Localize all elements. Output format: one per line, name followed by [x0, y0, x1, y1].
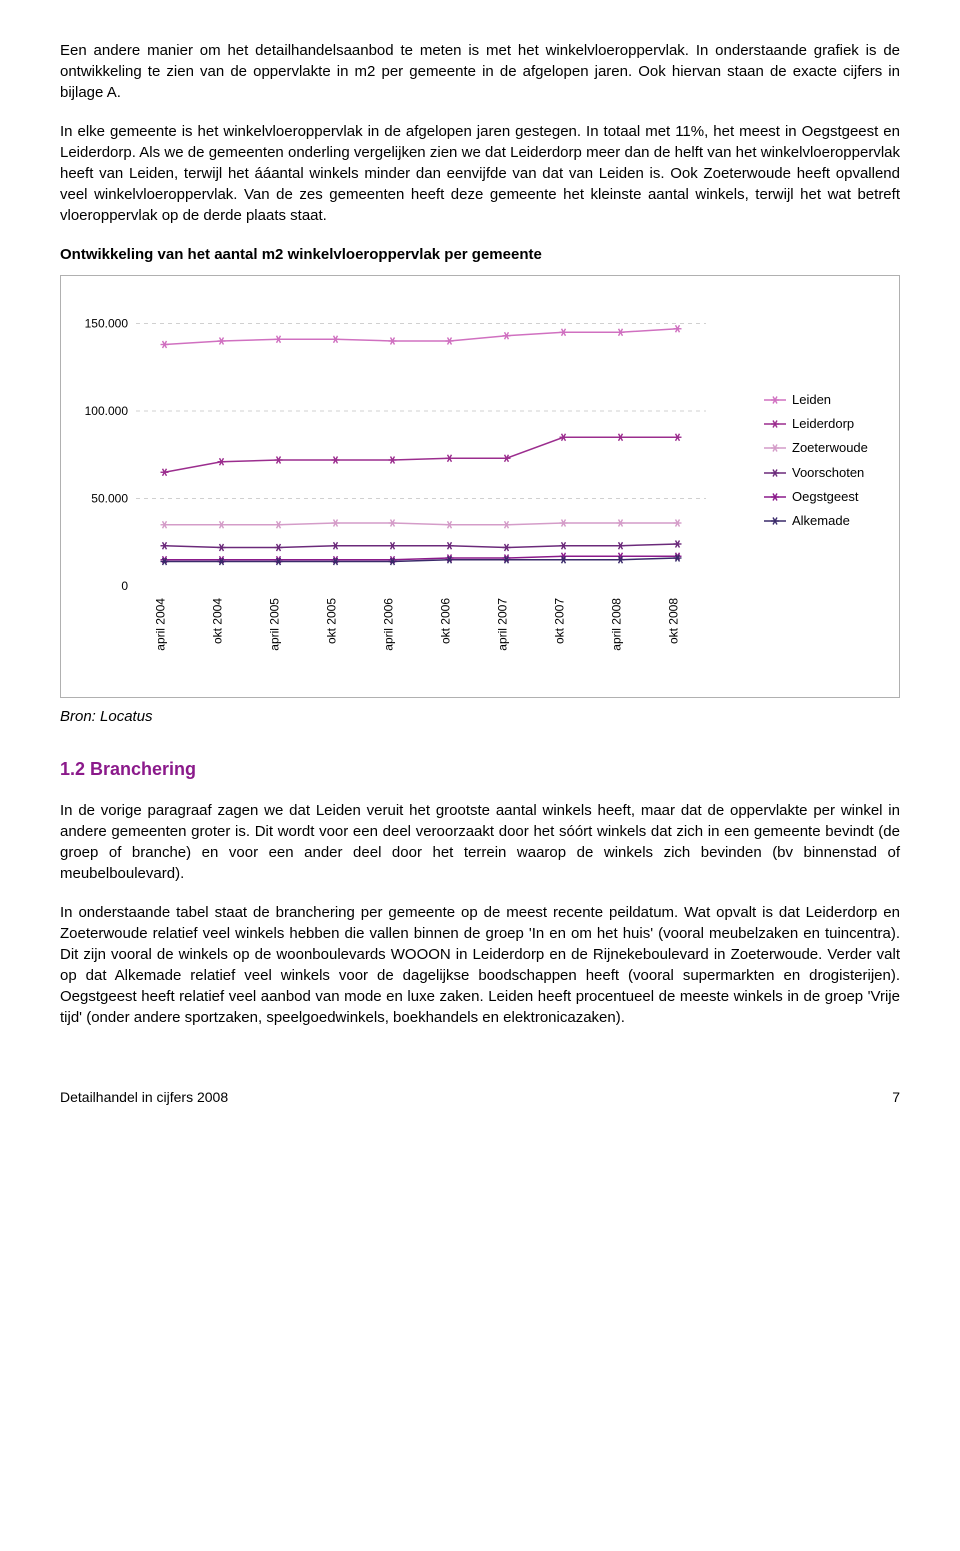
- svg-text:april 2004: april 2004: [154, 598, 168, 651]
- legend-label: Voorschoten: [792, 464, 864, 482]
- legend-item: Leiden: [764, 391, 884, 409]
- svg-text:april 2007: april 2007: [496, 598, 510, 651]
- legend-label: Zoeterwoude: [792, 439, 868, 457]
- footer-page-number: 7: [892, 1088, 900, 1108]
- line-chart: 0 50.000 100.000 150.000 april 2004 okt 2004 a…: [76, 296, 716, 676]
- svg-text:okt 2006: okt 2006: [439, 598, 453, 644]
- chart-container: 0 50.000 100.000 150.000 april 2004 okt 2004 a…: [60, 275, 900, 698]
- paragraph-2: In elke gemeente is het winkelvloeropper…: [60, 121, 900, 226]
- chart-source: Bron: Locatus: [60, 706, 900, 727]
- legend-label: Leiderdorp: [792, 415, 854, 433]
- legend-marker-icon: [764, 442, 786, 454]
- legend-marker-icon: [764, 515, 786, 527]
- svg-text:okt 2004: okt 2004: [211, 598, 225, 644]
- legend-item: Zoeterwoude: [764, 439, 884, 457]
- legend-item: Voorschoten: [764, 464, 884, 482]
- svg-text:april 2008: april 2008: [610, 598, 624, 651]
- legend-label: Leiden: [792, 391, 831, 409]
- svg-text:okt 2007: okt 2007: [553, 598, 567, 644]
- svg-text:okt 2005: okt 2005: [325, 598, 339, 644]
- paragraph-3: In de vorige paragraaf zagen we dat Leid…: [60, 800, 900, 884]
- svg-text:150.000: 150.000: [85, 317, 129, 331]
- legend-marker-icon: [764, 394, 786, 406]
- legend-item: Leiderdorp: [764, 415, 884, 433]
- svg-text:okt 2008: okt 2008: [667, 598, 681, 644]
- page-footer: Detailhandel in cijfers 2008 7: [60, 1088, 900, 1108]
- svg-text:50.000: 50.000: [91, 492, 128, 506]
- legend-item: Oegstgeest: [764, 488, 884, 506]
- paragraph-4: In onderstaande tabel staat de brancheri…: [60, 902, 900, 1028]
- svg-text:april 2005: april 2005: [268, 598, 282, 651]
- chart-title: Ontwikkeling van het aantal m2 winkelvlo…: [60, 244, 900, 265]
- svg-text:april 2006: april 2006: [382, 598, 396, 651]
- legend-marker-icon: [764, 467, 786, 479]
- footer-doc-title: Detailhandel in cijfers 2008: [60, 1088, 228, 1108]
- legend-marker-icon: [764, 491, 786, 503]
- section-heading: 1.2 Branchering: [60, 757, 900, 782]
- legend-marker-icon: [764, 418, 786, 430]
- legend-label: Oegstgeest: [792, 488, 859, 506]
- svg-text:100.000: 100.000: [85, 404, 129, 418]
- chart-legend: Leiden Leiderdorp Zoeterwoude Voorschoten Oe…: [754, 296, 884, 536]
- svg-text:0: 0: [121, 579, 128, 593]
- legend-label: Alkemade: [792, 512, 850, 530]
- legend-item: Alkemade: [764, 512, 884, 530]
- paragraph-1: Een andere manier om het detailhandelsaa…: [60, 40, 900, 103]
